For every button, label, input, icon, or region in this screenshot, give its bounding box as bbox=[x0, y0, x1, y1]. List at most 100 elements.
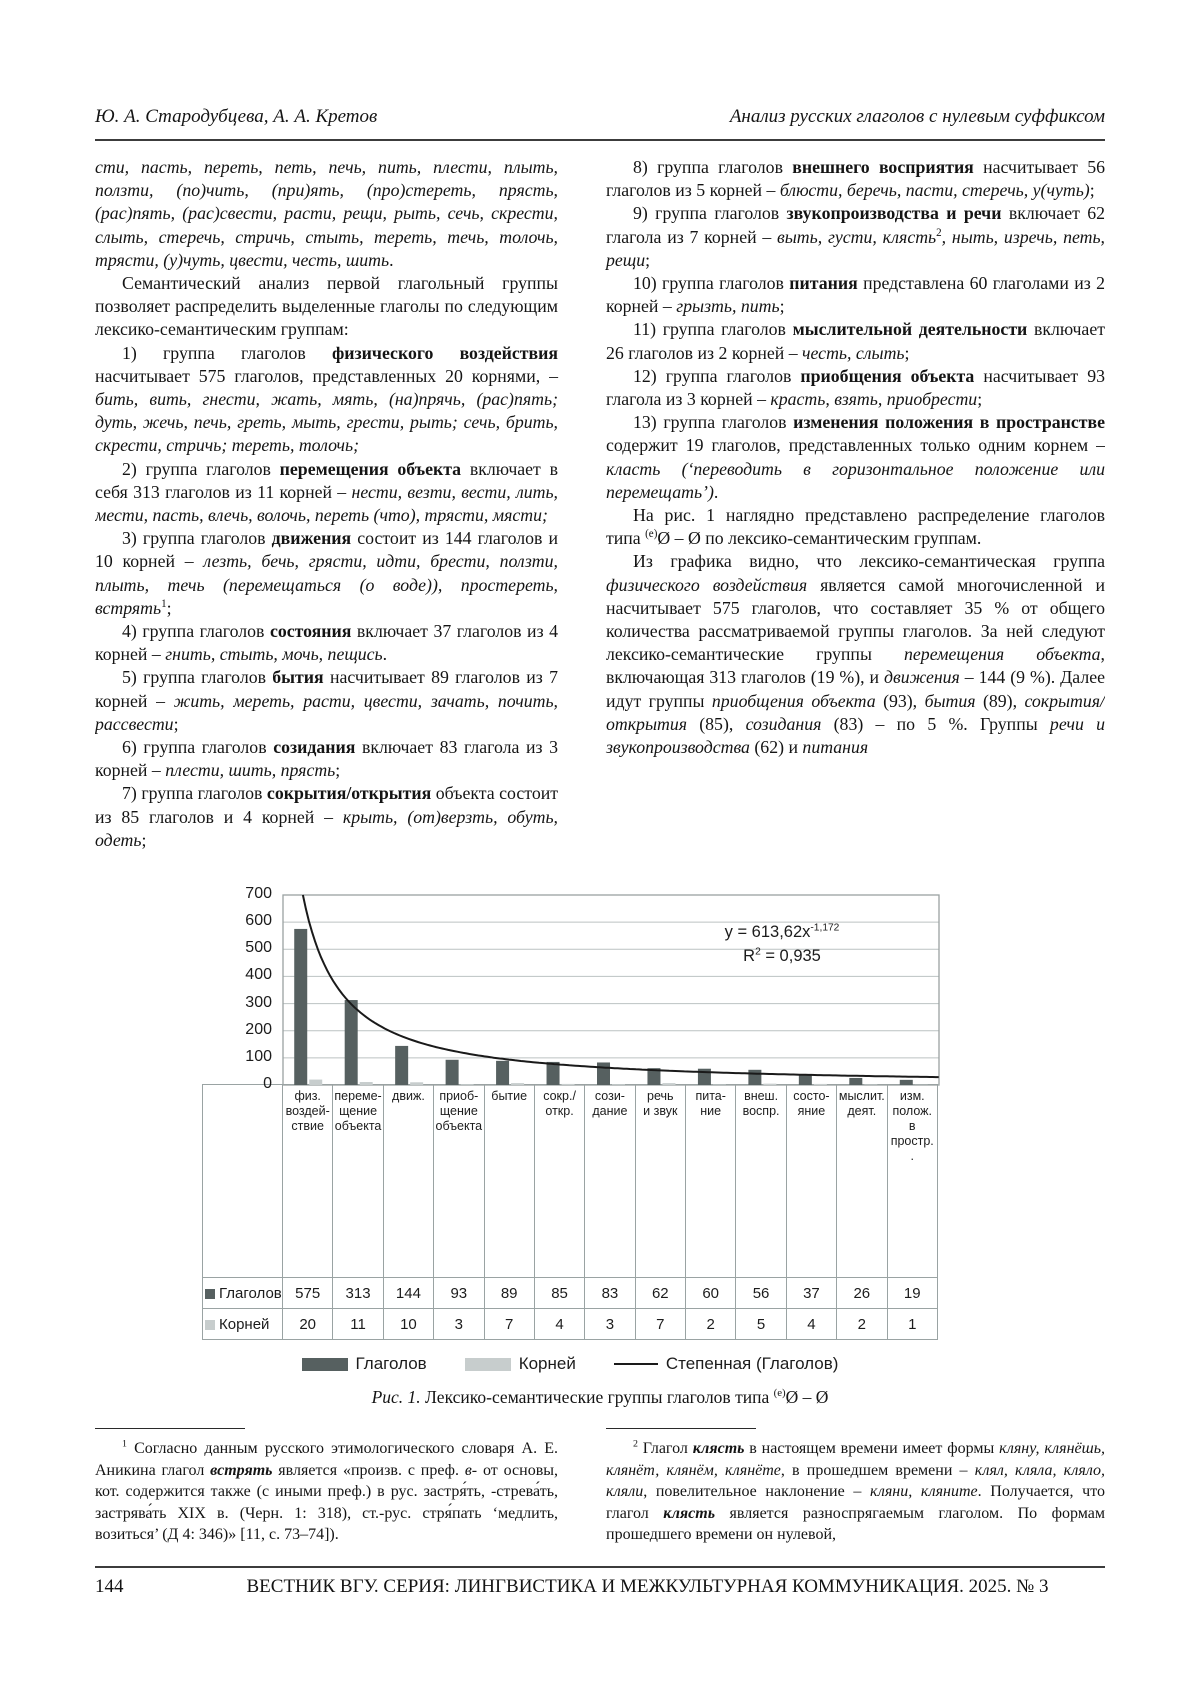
chart-table-body: физ. воздей-ствие переме-щение объекта движ.… bbox=[202, 1084, 938, 1340]
footer-rule bbox=[95, 1566, 1105, 1568]
paragraph: 11) группа глаголов мыслительной деятель… bbox=[606, 319, 1105, 363]
bar-korney bbox=[561, 1083, 575, 1085]
chart-plot-area: 700 600 500 400 300 200 100 0 y = 613,62x-1,172… bbox=[202, 885, 940, 1092]
footnote-rule-left bbox=[95, 1428, 245, 1429]
table-cell: 3 bbox=[433, 1308, 485, 1340]
table-cell: 56 bbox=[735, 1277, 787, 1309]
bar-glagolov bbox=[294, 928, 308, 1085]
bar-glagolov bbox=[496, 1060, 510, 1085]
paragraph: 13) группа глаголов изменения положения … bbox=[606, 412, 1105, 502]
bar-korney bbox=[662, 1083, 676, 1085]
table-cell: движ. bbox=[382, 1084, 435, 1278]
table-cell: 26 bbox=[836, 1277, 888, 1309]
y-axis-tick-label: 200 bbox=[245, 1020, 272, 1038]
legend-label-glagolov: Глаголов bbox=[355, 1354, 427, 1373]
paragraph: 4) группа глаголов состояния включает 37… bbox=[95, 621, 558, 665]
footnote-rule-right bbox=[606, 1428, 756, 1429]
footnote-2: 2 Глагол клясть в настоящем времени имее… bbox=[606, 1428, 1105, 1546]
bar-glagolov bbox=[546, 1061, 560, 1085]
header-rule bbox=[95, 139, 1105, 141]
series-swatch-icon bbox=[205, 1288, 215, 1299]
table-cell: 60 bbox=[684, 1277, 737, 1309]
journal-title: ВЕСТНИК ВГУ. СЕРИЯ: ЛИНГВИСТИКА И МЕЖКУЛ… bbox=[246, 1576, 1049, 1597]
footnote-1-text: 1 Согласно данным русского этимологическ… bbox=[95, 1438, 559, 1543]
page-footer: 144 ВЕСТНИК ВГУ. СЕРИЯ: ЛИНГВИСТИКА И МЕ… bbox=[95, 1575, 1105, 1599]
bar-glagolov bbox=[597, 1062, 610, 1085]
table-cell: физ. воздей-ствие bbox=[281, 1084, 334, 1278]
trendline-r2-line: R2 = 0,935 bbox=[743, 946, 821, 965]
table-cell: 4 bbox=[533, 1308, 586, 1340]
table-cell: 2 bbox=[684, 1308, 737, 1340]
paragraph: Семантический анализ первой глагольный г… bbox=[95, 273, 558, 340]
bar-glagolov bbox=[647, 1068, 661, 1085]
table-row: физ. воздей-ствие переме-щение объекта движ.… bbox=[202, 1084, 938, 1278]
bar-korney bbox=[309, 1079, 323, 1085]
chart-plot bbox=[282, 894, 940, 1086]
right-column: 8) группа глаголов внешнего восприятия н… bbox=[606, 156, 1105, 886]
bar-glagolov bbox=[445, 1059, 459, 1085]
bar-korney bbox=[359, 1082, 373, 1085]
y-axis-tick-label: 700 bbox=[245, 885, 272, 902]
paragraph: 2) группа глаголов перемещения объекта в… bbox=[95, 458, 559, 526]
paragraph: 10) группа глаголов питания представлена… bbox=[606, 273, 1105, 317]
legend-swatch-korney bbox=[464, 1357, 511, 1371]
legend-line-icon bbox=[613, 1363, 658, 1365]
bar-glagolov bbox=[899, 1079, 913, 1085]
table-cell: 7 bbox=[483, 1308, 535, 1340]
footnote-1: 1 Согласно данным русского этимологическ… bbox=[95, 1428, 558, 1546]
page-number: 144 bbox=[95, 1576, 124, 1597]
legend-item-trendline: Степенная (Глаголов) bbox=[613, 1354, 838, 1374]
table-cell: бытие bbox=[483, 1084, 535, 1278]
body-text: сти, пасть, переть, петь, печь, пить, пл… bbox=[95, 156, 1105, 886]
bar-korney bbox=[712, 1084, 726, 1085]
bar-glagolov bbox=[849, 1077, 863, 1085]
table-cell: 83 bbox=[584, 1277, 636, 1309]
table-cell bbox=[202, 1084, 283, 1278]
bar-korney bbox=[460, 1084, 474, 1085]
running-header-title: Анализ русских глаголов с нулевым суффик… bbox=[729, 106, 1105, 127]
y-axis-tick-label: 600 bbox=[245, 912, 272, 930]
table-cell: 1 bbox=[886, 1308, 938, 1340]
table-cell: 89 bbox=[483, 1277, 535, 1309]
paragraph: 7) группа глаголов сокрытия/открытия объ… bbox=[95, 783, 559, 850]
table-cell: 85 bbox=[533, 1277, 586, 1309]
legend-swatch-glagolov bbox=[301, 1357, 348, 1371]
paragraph: На рис. 1 наглядно представлено распреде… bbox=[606, 505, 1105, 549]
table-cell: 313 bbox=[332, 1277, 384, 1309]
table-cell: 37 bbox=[785, 1277, 838, 1309]
left-column: сти, пасть, переть, петь, печь, пить, пл… bbox=[95, 156, 558, 886]
bar-glagolov bbox=[798, 1074, 812, 1085]
y-axis-tick-label: 500 bbox=[245, 939, 272, 957]
table-cell: мыслит. деят. bbox=[836, 1084, 888, 1278]
bar-korney bbox=[511, 1083, 525, 1085]
legend-item-korney: Корней bbox=[464, 1354, 576, 1374]
table-cell: состо-яние bbox=[785, 1084, 838, 1278]
paragraph: 12) группа глаголов приобщения объекта н… bbox=[606, 365, 1105, 410]
bar-korney bbox=[410, 1082, 424, 1085]
chart-legend: Глаголов Корней Степенная (Глаголов) bbox=[202, 1354, 938, 1374]
table-cell: 144 bbox=[382, 1277, 435, 1309]
paragraph: 3) группа глаголов движения состоит из 1… bbox=[95, 528, 559, 618]
table-cell: Корней bbox=[202, 1308, 283, 1340]
footnote-2-text: 2 Глагол клясть в настоящем времени имее… bbox=[606, 1438, 1106, 1543]
chart-data-table: физ. воздей-ствие переме-щение объекта движ.… bbox=[202, 1084, 938, 1340]
table-cell: 93 bbox=[433, 1277, 485, 1309]
table-cell: 7 bbox=[634, 1308, 687, 1340]
table-cell: переме-щение объекта bbox=[332, 1084, 384, 1278]
y-axis-tick-label: 400 bbox=[245, 966, 272, 984]
table-cell: 2 bbox=[836, 1308, 888, 1340]
trendline-curve bbox=[301, 894, 939, 1079]
bar-korney bbox=[612, 1084, 625, 1085]
paragraph: 1) группа глаголов физического воздейств… bbox=[95, 342, 558, 456]
table-cell: 19 bbox=[886, 1277, 938, 1309]
table-row: Корней 20 11 10 3 7 4 3 7 2 5 4 2 1 bbox=[202, 1308, 938, 1340]
table-cell: 4 bbox=[785, 1308, 838, 1340]
table-cell: пита-ние bbox=[684, 1084, 737, 1278]
table-cell: внеш. воспр. bbox=[735, 1084, 787, 1278]
paragraph: 5) группа глаголов бытия насчитывает 89 … bbox=[95, 667, 558, 734]
table-cell: 20 bbox=[281, 1308, 334, 1340]
bar-glagolov bbox=[748, 1069, 762, 1085]
series-swatch-icon bbox=[205, 1319, 215, 1330]
table-cell: приоб-щение объекта bbox=[433, 1084, 485, 1278]
